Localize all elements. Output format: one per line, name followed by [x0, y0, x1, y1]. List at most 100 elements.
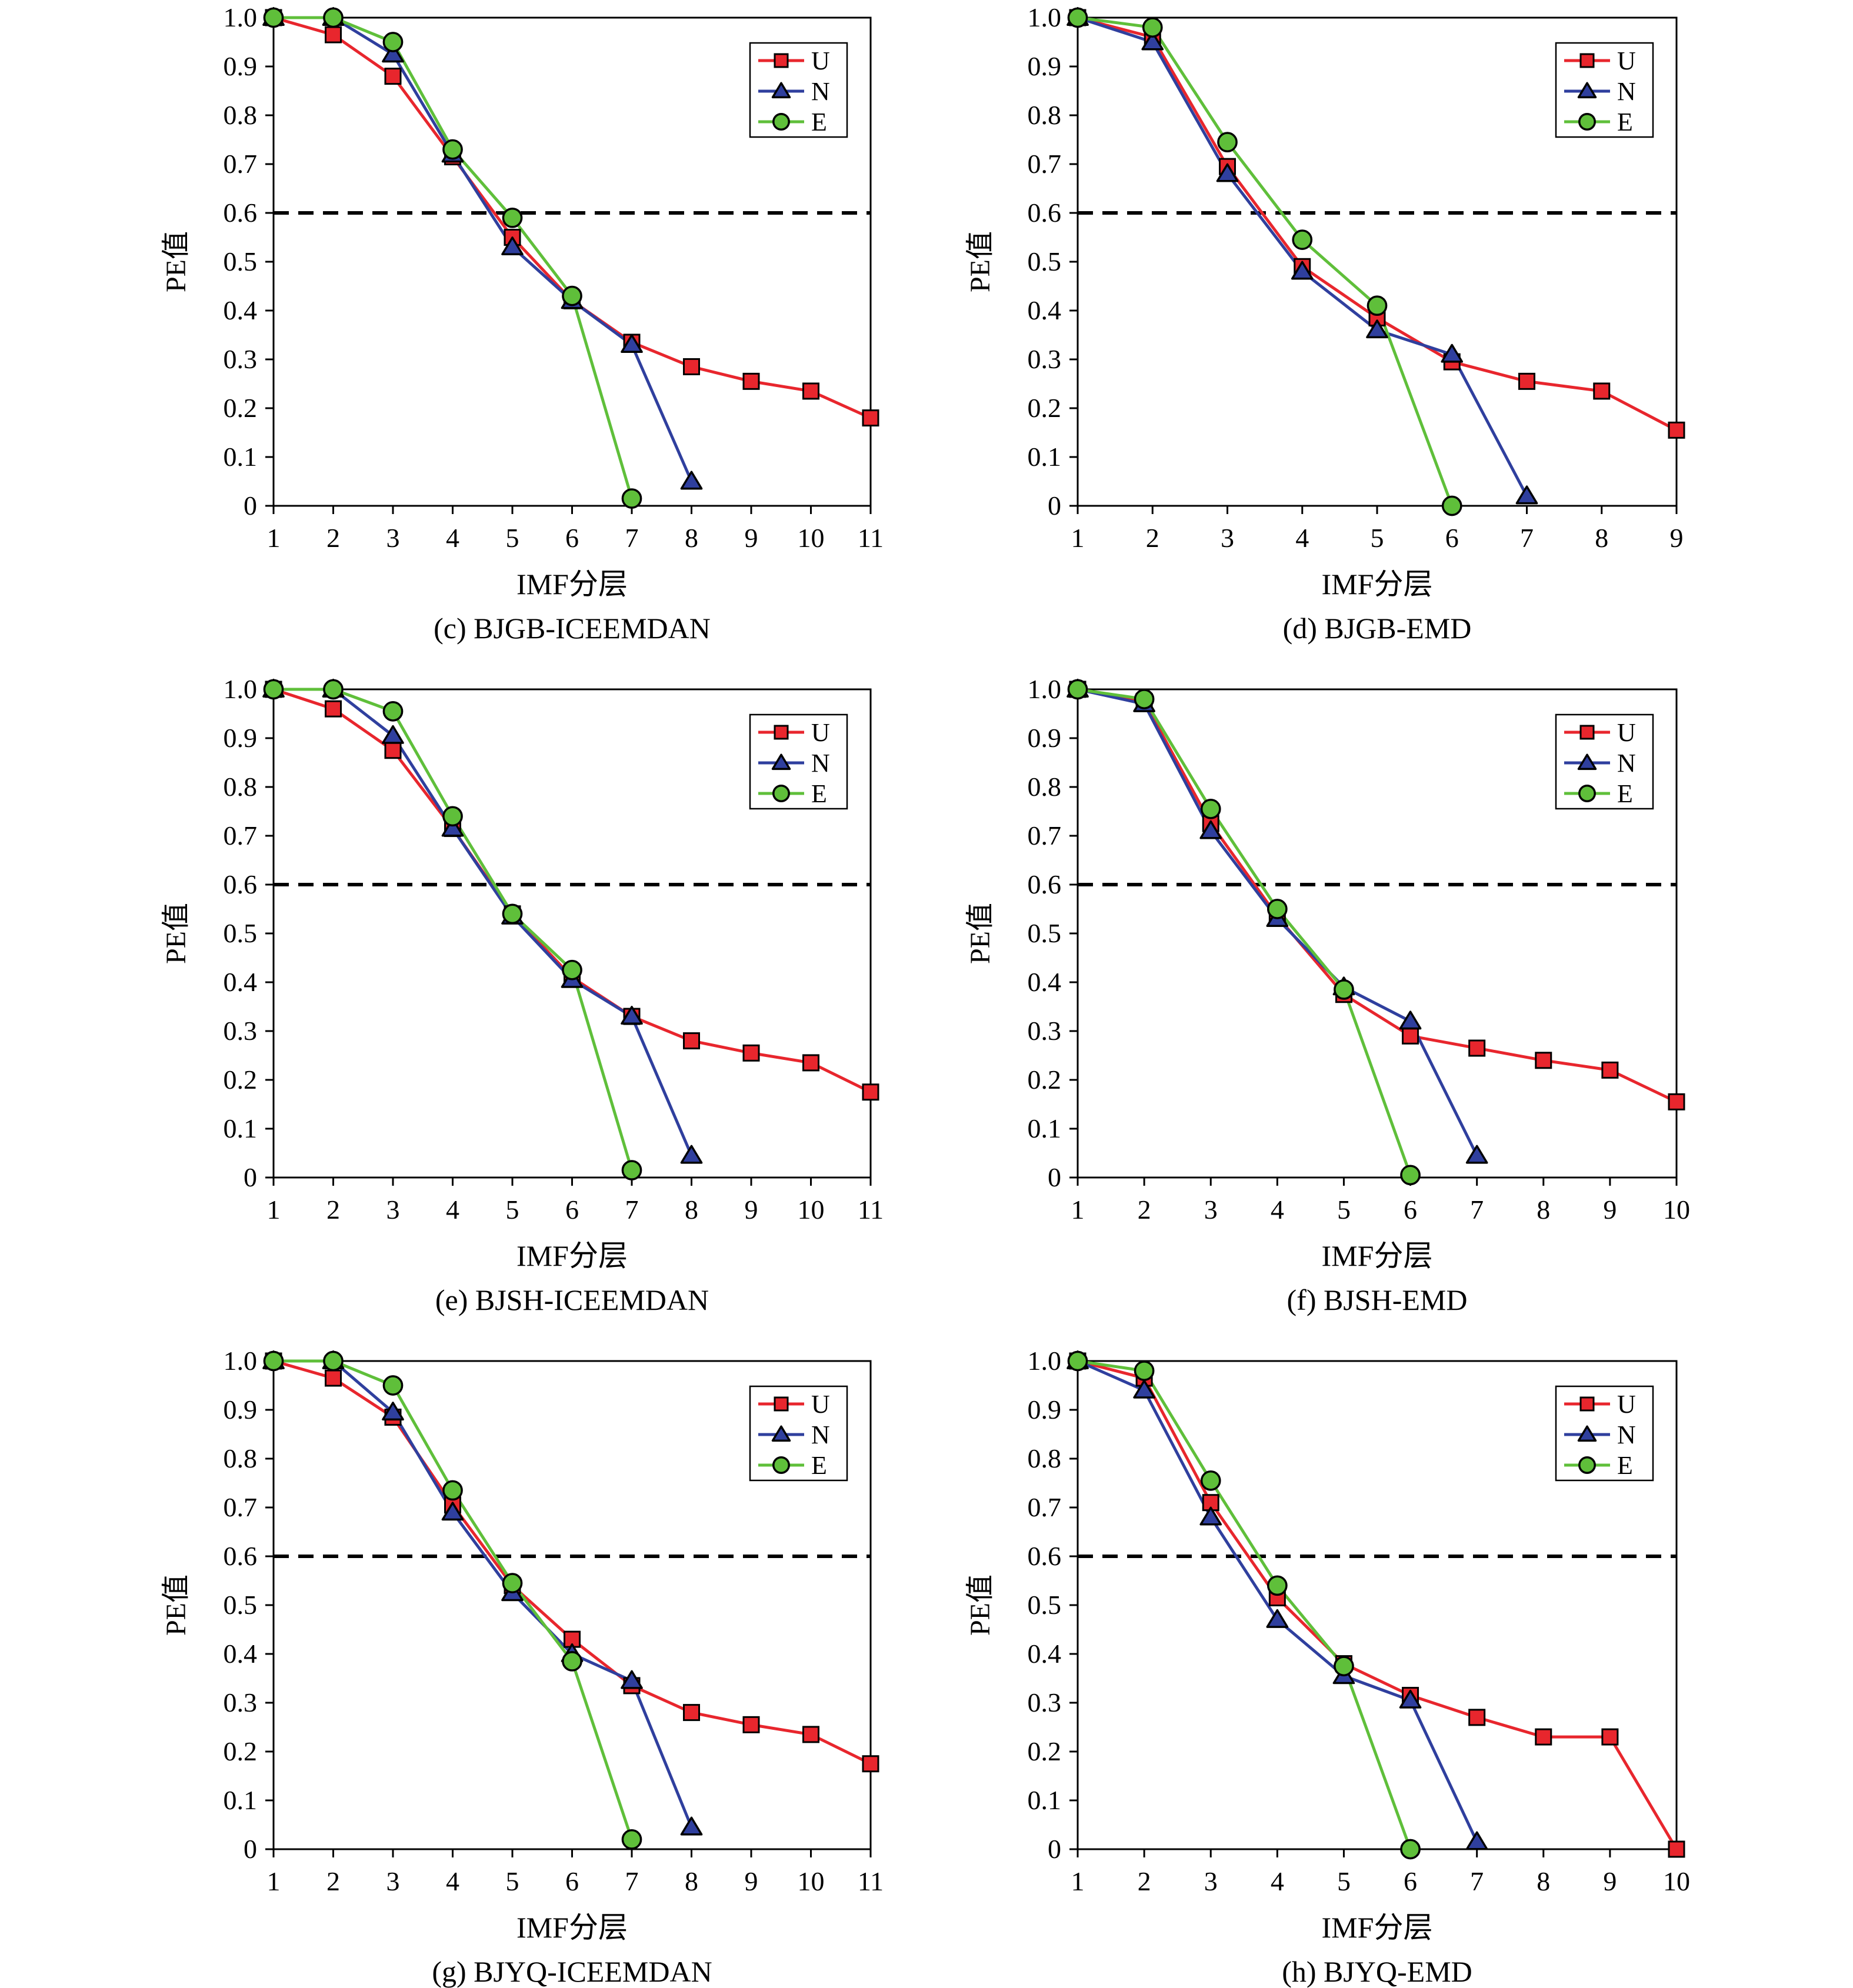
data-point-N: [382, 44, 404, 63]
x-tick-label: 7: [1520, 523, 1534, 553]
data-point-U: [1668, 1840, 1685, 1858]
x-tick-label: 9: [745, 1195, 758, 1225]
x-tick-label: 11: [858, 1195, 884, 1225]
legend-marker-E: [1578, 785, 1596, 802]
data-point-E: [1142, 17, 1163, 38]
data-point-E: [1067, 679, 1088, 700]
data-point-E: [1217, 132, 1238, 152]
x-tick-label: 2: [326, 1195, 340, 1225]
data-point-E: [1067, 7, 1088, 28]
data-point-E: [382, 701, 404, 722]
x-tick-label: 3: [386, 1195, 400, 1225]
y-tick-label: 0.5: [1028, 1590, 1062, 1620]
x-tick-label: 10: [798, 1195, 825, 1225]
y-tick-label: 0.3: [224, 1016, 258, 1046]
y-tick-label: 1.0: [224, 674, 258, 704]
legend-marker-U: [774, 1396, 789, 1412]
data-point-E: [442, 806, 463, 827]
x-tick-label: 4: [446, 1195, 459, 1225]
data-point-E: [562, 1651, 582, 1672]
data-point-E: [562, 959, 582, 980]
legend-marker-N: [771, 1425, 791, 1442]
x-tick-label: 7: [1470, 1195, 1484, 1225]
y-tick-label: 0.8: [1028, 772, 1062, 802]
data-point-E: [1134, 689, 1155, 709]
y-tick-label: 0: [244, 1834, 257, 1864]
legend: UNE: [749, 42, 848, 138]
x-tick-label: 8: [1537, 1866, 1550, 1896]
y-tick-label: 0.4: [1028, 295, 1062, 325]
data-point-E: [1292, 229, 1313, 250]
x-tick-label: 1: [267, 523, 281, 553]
x-tick-label: 1: [1071, 523, 1085, 553]
legend-marker-U: [1579, 1396, 1595, 1412]
x-axis-label: IMF分层: [1322, 1911, 1433, 1944]
legend-marker-E: [1578, 113, 1596, 131]
x-tick-label: 5: [506, 523, 519, 553]
x-tick-label: 8: [1595, 523, 1608, 553]
x-tick-label: 2: [1138, 1866, 1151, 1896]
x-tick-label: 6: [565, 523, 579, 553]
y-tick-label: 0.9: [1028, 51, 1062, 81]
data-point-U: [683, 1704, 700, 1722]
y-tick-label: 0.7: [1028, 149, 1062, 179]
x-tick-label: 9: [745, 523, 758, 553]
data-point-N: [1199, 820, 1222, 839]
legend-marker-N: [1577, 753, 1597, 770]
y-axis-label: PE值: [965, 1575, 996, 1636]
x-tick-label: 10: [798, 523, 825, 553]
y-tick-label: 0.8: [224, 1443, 258, 1473]
data-point-U: [802, 1054, 819, 1072]
x-tick-label: 8: [685, 523, 698, 553]
data-point-E: [1200, 799, 1221, 819]
data-point-N: [680, 1145, 703, 1164]
x-tick-label: 7: [1470, 1866, 1484, 1896]
chart-panel: 0 0.1 0.2 0.3 0.4 0.5 0.6 0.7 0.8 0.9 1.0 1 2 3 4 5 6 7 8 9…: [161, 1346, 884, 1988]
data-point-E: [1400, 1839, 1421, 1860]
x-tick-label: 6: [565, 1866, 579, 1896]
x-tick-label: 8: [685, 1195, 698, 1225]
data-point-N: [441, 1502, 464, 1521]
x-tick-label: 2: [326, 1866, 340, 1896]
y-tick-label: 0.7: [224, 149, 258, 179]
data-point-N: [1133, 1379, 1155, 1399]
chart-caption: (f) BJSH-EMD: [1287, 1283, 1468, 1316]
y-tick-label: 0.5: [224, 918, 258, 948]
legend-label: U: [811, 1390, 830, 1419]
data-point-U: [1518, 372, 1535, 390]
x-tick-label: 4: [1271, 1866, 1284, 1896]
series-line-E: [1077, 1359, 1412, 1850]
legend-label: E: [811, 108, 827, 136]
data-point-N: [1366, 319, 1388, 339]
data-point-E: [502, 207, 523, 228]
data-point-U: [683, 1032, 700, 1050]
y-tick-label: 1.0: [1028, 674, 1062, 704]
data-point-E: [442, 139, 463, 160]
data-point-N: [621, 1006, 643, 1025]
y-tick-label: 0.4: [1028, 1639, 1062, 1669]
data-point-U: [1593, 382, 1611, 400]
data-point-U: [1535, 1052, 1552, 1069]
legend-label: U: [1617, 1390, 1636, 1419]
data-point-U: [742, 372, 760, 390]
legend-label: U: [1617, 718, 1636, 747]
data-point-E: [1200, 1470, 1221, 1491]
data-point-N: [1141, 31, 1164, 51]
data-point-N: [1291, 261, 1314, 280]
data-point-E: [562, 285, 582, 306]
legend-label: U: [811, 46, 830, 75]
data-point-N: [1465, 1145, 1488, 1164]
data-point-U: [325, 26, 342, 44]
legend-label: U: [1617, 46, 1636, 75]
x-tick-label: 6: [1404, 1195, 1417, 1225]
data-point-E: [1067, 1350, 1088, 1372]
chart-caption: (g) BJYQ-ICEEMDAN: [432, 1955, 712, 1988]
x-tick-label: 7: [625, 523, 639, 553]
y-tick-label: 0.6: [1028, 1541, 1062, 1571]
y-tick-label: 0: [1048, 491, 1061, 521]
x-tick-label: 5: [1337, 1195, 1351, 1225]
y-tick-label: 0.7: [224, 1492, 258, 1522]
data-point-E: [621, 1829, 642, 1850]
data-point-U: [1668, 421, 1685, 439]
